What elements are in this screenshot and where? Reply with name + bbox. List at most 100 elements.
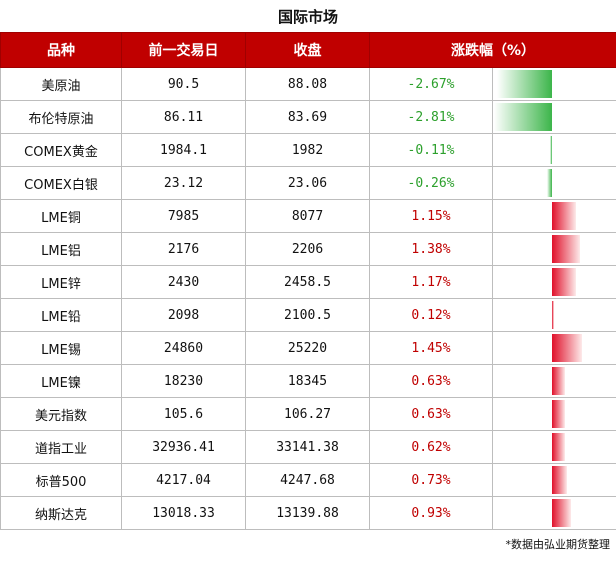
prev-value: 90.5 — [121, 67, 246, 101]
close-value: 4247.68 — [245, 463, 370, 497]
prev-value: 1984.1 — [121, 133, 246, 167]
table-row: LME铜 7985 8077 1.15% — [0, 199, 616, 233]
header-change: 涨跌幅（%） — [369, 32, 616, 68]
table-row: 布伦特原油 86.11 83.69 -2.81% — [0, 100, 616, 134]
table-row: 标普500 4217.04 4247.68 0.73% — [0, 463, 616, 497]
name: 道指工业 — [0, 430, 122, 464]
change-bar-cell — [492, 100, 616, 134]
prev-value: 23.12 — [121, 166, 246, 200]
change-pct: 0.62% — [369, 430, 493, 464]
prev-value: 18230 — [121, 364, 246, 398]
table-row: 纳斯达克 13018.33 13139.88 0.93% — [0, 496, 616, 530]
close-value: 23.06 — [245, 166, 370, 200]
table-row: 美元指数 105.6 106.27 0.63% — [0, 397, 616, 431]
change-pct: 0.12% — [369, 298, 493, 332]
close-value: 33141.38 — [245, 430, 370, 464]
change-pct: -0.11% — [369, 133, 493, 167]
change-pct: 0.63% — [369, 397, 493, 431]
prev-value: 32936.41 — [121, 430, 246, 464]
change-pct: 0.73% — [369, 463, 493, 497]
change-bar — [552, 433, 565, 461]
change-pct: -2.67% — [369, 67, 493, 101]
change-bar-cell — [492, 232, 616, 266]
change-bar — [497, 70, 552, 98]
table-row: LME铝 2176 2206 1.38% — [0, 232, 616, 266]
name: 布伦特原油 — [0, 100, 122, 134]
prev-value: 2430 — [121, 265, 246, 299]
close-value: 106.27 — [245, 397, 370, 431]
close-value: 83.69 — [245, 100, 370, 134]
market-table: 品种 前一交易日 收盘 涨跌幅（%） 美原油 90.5 88.08 -2.67% 布伦特… — [0, 32, 616, 530]
name: LME镍 — [0, 364, 122, 398]
table-row: 道指工业 32936.41 33141.38 0.62% — [0, 430, 616, 464]
change-pct: 1.45% — [369, 331, 493, 365]
name: COMEX白银 — [0, 166, 122, 200]
name: 纳斯达克 — [0, 496, 122, 530]
change-pct: -2.81% — [369, 100, 493, 134]
change-bar-cell — [492, 430, 616, 464]
change-pct: -0.26% — [369, 166, 493, 200]
change-pct: 1.15% — [369, 199, 493, 233]
table-body: 美原油 90.5 88.08 -2.67% 布伦特原油 86.11 83.69 -2.81% C… — [0, 67, 616, 530]
change-bar-cell — [492, 199, 616, 233]
prev-value: 4217.04 — [121, 463, 246, 497]
prev-value: 13018.33 — [121, 496, 246, 530]
prev-value: 24860 — [121, 331, 246, 365]
change-pct: 1.38% — [369, 232, 493, 266]
change-bar-cell — [492, 364, 616, 398]
change-bar-cell — [492, 463, 616, 497]
change-bar-cell — [492, 133, 616, 167]
close-value: 2458.5 — [245, 265, 370, 299]
close-value: 13139.88 — [245, 496, 370, 530]
table-row: LME锡 24860 25220 1.45% — [0, 331, 616, 365]
prev-value: 105.6 — [121, 397, 246, 431]
header-close: 收盘 — [245, 32, 370, 68]
change-bar — [552, 202, 576, 230]
table-row: COMEX白银 23.12 23.06 -0.26% — [0, 166, 616, 200]
name: LME锌 — [0, 265, 122, 299]
name: 标普500 — [0, 463, 122, 497]
footnote: *数据由弘业期货整理 — [505, 538, 611, 551]
close-value: 1982 — [245, 133, 370, 167]
change-bar — [546, 169, 552, 197]
change-bar — [552, 499, 572, 527]
table-title: 国际市场 — [277, 8, 338, 26]
close-value: 25220 — [245, 331, 370, 365]
close-value: 8077 — [245, 199, 370, 233]
header-name: 品种 — [0, 32, 122, 68]
change-bar — [552, 400, 565, 428]
prev-value: 2176 — [121, 232, 246, 266]
name: 美原油 — [0, 67, 122, 101]
change-bar — [549, 136, 552, 164]
prev-value: 7985 — [121, 199, 246, 233]
change-bar-cell — [492, 397, 616, 431]
change-pct: 1.17% — [369, 265, 493, 299]
header-prev: 前一交易日 — [121, 32, 246, 68]
name: LME铅 — [0, 298, 122, 332]
name: 美元指数 — [0, 397, 122, 431]
change-pct: 0.63% — [369, 364, 493, 398]
change-pct: 0.93% — [369, 496, 493, 530]
table-row: COMEX黄金 1984.1 1982 -0.11% — [0, 133, 616, 167]
name: LME铜 — [0, 199, 122, 233]
change-bar-cell — [492, 298, 616, 332]
change-bar — [552, 235, 581, 263]
table-row: 美原油 90.5 88.08 -2.67% — [0, 67, 616, 101]
change-bar — [552, 334, 582, 362]
change-bar — [552, 301, 555, 329]
prev-value: 2098 — [121, 298, 246, 332]
change-bar — [494, 103, 552, 131]
close-value: 18345 — [245, 364, 370, 398]
change-bar-cell — [492, 331, 616, 365]
change-bar-cell — [492, 496, 616, 530]
prev-value: 86.11 — [121, 100, 246, 134]
close-value: 2100.5 — [245, 298, 370, 332]
close-value: 88.08 — [245, 67, 370, 101]
name: COMEX黄金 — [0, 133, 122, 167]
table-row: LME铅 2098 2100.5 0.12% — [0, 298, 616, 332]
close-value: 2206 — [245, 232, 370, 266]
header-row: 品种 前一交易日 收盘 涨跌幅（%） — [0, 32, 616, 68]
change-bar — [552, 268, 576, 296]
table-row: LME锌 2430 2458.5 1.17% — [0, 265, 616, 299]
name: LME铝 — [0, 232, 122, 266]
